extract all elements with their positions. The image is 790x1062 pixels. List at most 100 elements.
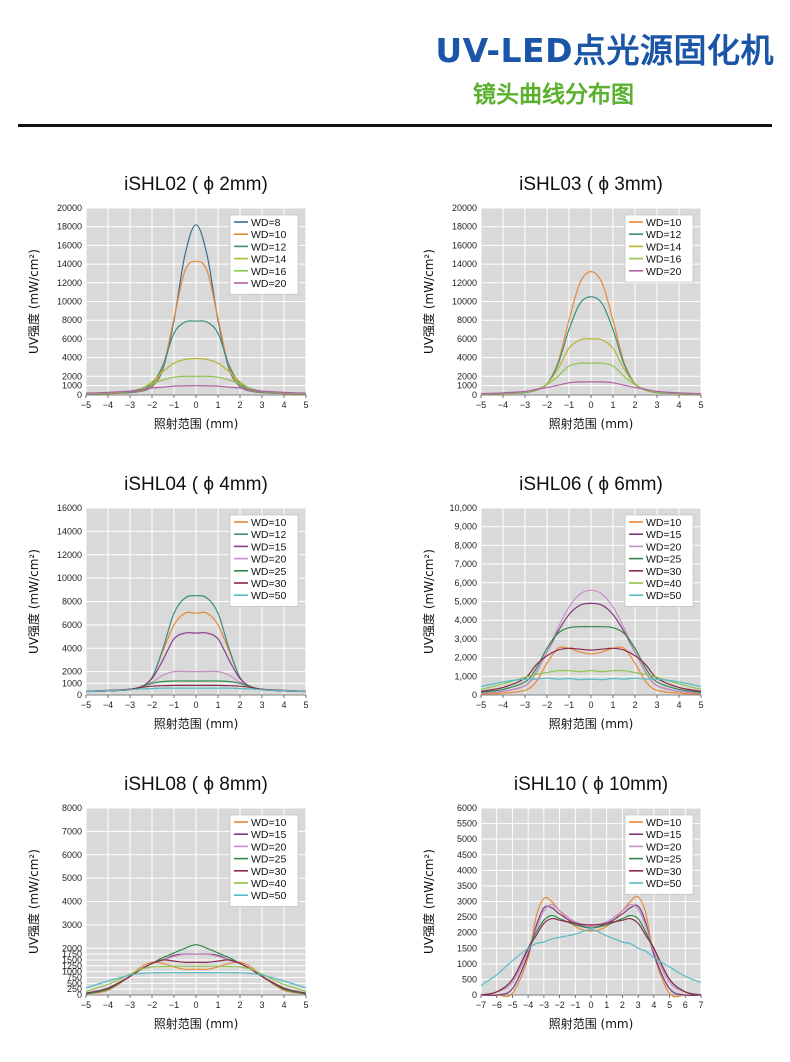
legend-entry: WD=25 — [251, 566, 286, 578]
x-tick-label: −1 — [564, 700, 574, 710]
x-axis-label: 照射范围 (mm) — [154, 1016, 239, 1031]
y-tick-label: 4500 — [457, 850, 477, 860]
chart-ishl06: iSHL06 ( ϕ 6mm) 0 1,000 2,000 3,000 4,000 5,00… — [421, 474, 704, 731]
y-tick-label: 1000 — [62, 678, 82, 688]
y-tick-label: 12000 — [452, 278, 477, 288]
y-tick-label: 4000 — [457, 865, 477, 875]
legend-entry: WD=50 — [251, 590, 286, 602]
y-tick-label: 5000 — [457, 834, 477, 844]
x-tick-label: −3 — [125, 700, 135, 710]
y-tick-label: 12000 — [57, 550, 82, 560]
legend-entry: WD=30 — [646, 866, 681, 878]
y-tick-label: 8000 — [457, 315, 477, 325]
x-tick-label: −4 — [103, 400, 113, 410]
y-tick-label: 20000 — [452, 203, 477, 213]
y-axis-label: UV强度 (mW/cm²) — [26, 849, 41, 954]
y-axis-label: UV强度 (mW/cm²) — [26, 249, 41, 354]
x-tick-label: −1 — [564, 400, 574, 410]
x-tick-label: 1 — [215, 400, 220, 410]
y-tick-label: 16000 — [57, 503, 82, 513]
y-tick-label: 18000 — [452, 222, 477, 232]
series-line-wd-10 — [85, 260, 307, 395]
legend-box — [229, 214, 299, 295]
legend-box — [229, 514, 299, 607]
series-line-wd-50 — [480, 928, 702, 987]
x-tick-label: 5 — [303, 700, 308, 710]
y-tick-label: 4000 — [62, 353, 82, 363]
legend-entry: WD=20 — [646, 841, 681, 853]
x-tick-label: −3 — [125, 1000, 135, 1010]
y-tick-label: 3,000 — [454, 634, 477, 644]
legend-entry: WD=15 — [251, 541, 286, 553]
x-axis-label: 照射范围 (mm) — [549, 1016, 634, 1031]
y-tick-label: 20000 — [57, 203, 82, 213]
y-axis-label: UV强度 (mW/cm²) — [421, 549, 436, 654]
y-tick-label: 6000 — [62, 620, 82, 630]
y-tick-label: 0 — [472, 690, 477, 700]
y-tick-label: 6000 — [62, 850, 82, 860]
x-tick-label: −1 — [570, 1000, 580, 1010]
legend-entry: WD=16 — [646, 254, 681, 266]
x-tick-label: 0 — [193, 400, 198, 410]
chart-title: iSHL10 ( ϕ 10mm) — [514, 774, 668, 795]
y-tick-label: 6000 — [457, 334, 477, 344]
x-tick-label: 3 — [654, 400, 659, 410]
y-tick-label: 2000 — [62, 371, 82, 381]
x-tick-label: −5 — [81, 400, 91, 410]
y-tick-label: 2000 — [62, 667, 82, 677]
y-tick-label: 1000 — [457, 381, 477, 391]
y-tick-label: 8000 — [62, 315, 82, 325]
x-tick-label: −2 — [147, 400, 157, 410]
x-tick-label: −3 — [520, 700, 530, 710]
x-tick-label: 0 — [193, 1000, 198, 1010]
legend-box — [624, 514, 694, 607]
y-tick-label: 8000 — [62, 597, 82, 607]
chart-title: iSHL03 ( ϕ 3mm) — [519, 174, 663, 195]
x-tick-label: −6 — [492, 1000, 502, 1010]
x-tick-label: −2 — [554, 1000, 564, 1010]
x-tick-label: 1 — [215, 1000, 220, 1010]
y-tick-label: 14000 — [57, 526, 82, 536]
series-line-wd-50 — [85, 687, 307, 693]
x-tick-label: −3 — [539, 1000, 549, 1010]
x-tick-label: 4 — [281, 1000, 286, 1010]
y-tick-label: 5000 — [62, 873, 82, 883]
y-tick-label: 14000 — [452, 259, 477, 269]
y-tick-label: 0 — [77, 390, 82, 400]
y-tick-label: 3000 — [457, 897, 477, 907]
y-tick-label: 10,000 — [449, 503, 477, 513]
y-tick-label: 16000 — [57, 240, 82, 250]
x-tick-label: −4 — [523, 1000, 533, 1010]
x-tick-label: −2 — [542, 700, 552, 710]
legend-entry: WD=14 — [251, 254, 286, 266]
y-tick-label: 5500 — [457, 819, 477, 829]
y-tick-label: 7000 — [62, 826, 82, 836]
x-tick-label: −5 — [476, 700, 486, 710]
y-tick-label: 4000 — [62, 897, 82, 907]
y-tick-label: 8000 — [62, 803, 82, 813]
series-line-wd-12 — [85, 320, 307, 395]
x-tick-label: 2 — [620, 1000, 625, 1010]
series-line-wd-20 — [480, 381, 702, 395]
series-line-wd-30 — [85, 959, 307, 994]
y-tick-label: 16000 — [452, 240, 477, 250]
legend-entry: WD=25 — [646, 554, 681, 566]
y-tick-label: 3000 — [62, 920, 82, 930]
y-tick-label: 7,000 — [454, 559, 477, 569]
series-line-wd-40 — [480, 669, 702, 690]
legend-entry: WD=15 — [646, 829, 681, 841]
x-tick-label: 0 — [588, 1000, 593, 1010]
y-tick-label: 1000 — [62, 381, 82, 391]
x-axis-label: 照射范围 (mm) — [154, 416, 239, 431]
series-line-wd-30 — [480, 647, 702, 692]
legend-entry: WD=25 — [646, 854, 681, 866]
legend-entry: WD=12 — [251, 529, 286, 541]
chart-ishl02: iSHL02 ( ϕ 2mm)0100020004000600080001000… — [26, 174, 309, 431]
y-tick-label: 2000 — [62, 943, 82, 953]
legend-entry: WD=20 — [646, 541, 681, 553]
y-tick-label: 0 — [77, 990, 82, 1000]
page-subtitle: 镜头曲线分布图 — [473, 82, 634, 108]
legend-box — [229, 814, 299, 907]
chart-title: iSHL02 ( ϕ 2mm) — [124, 174, 268, 195]
y-tick-label: 250 — [67, 984, 82, 994]
